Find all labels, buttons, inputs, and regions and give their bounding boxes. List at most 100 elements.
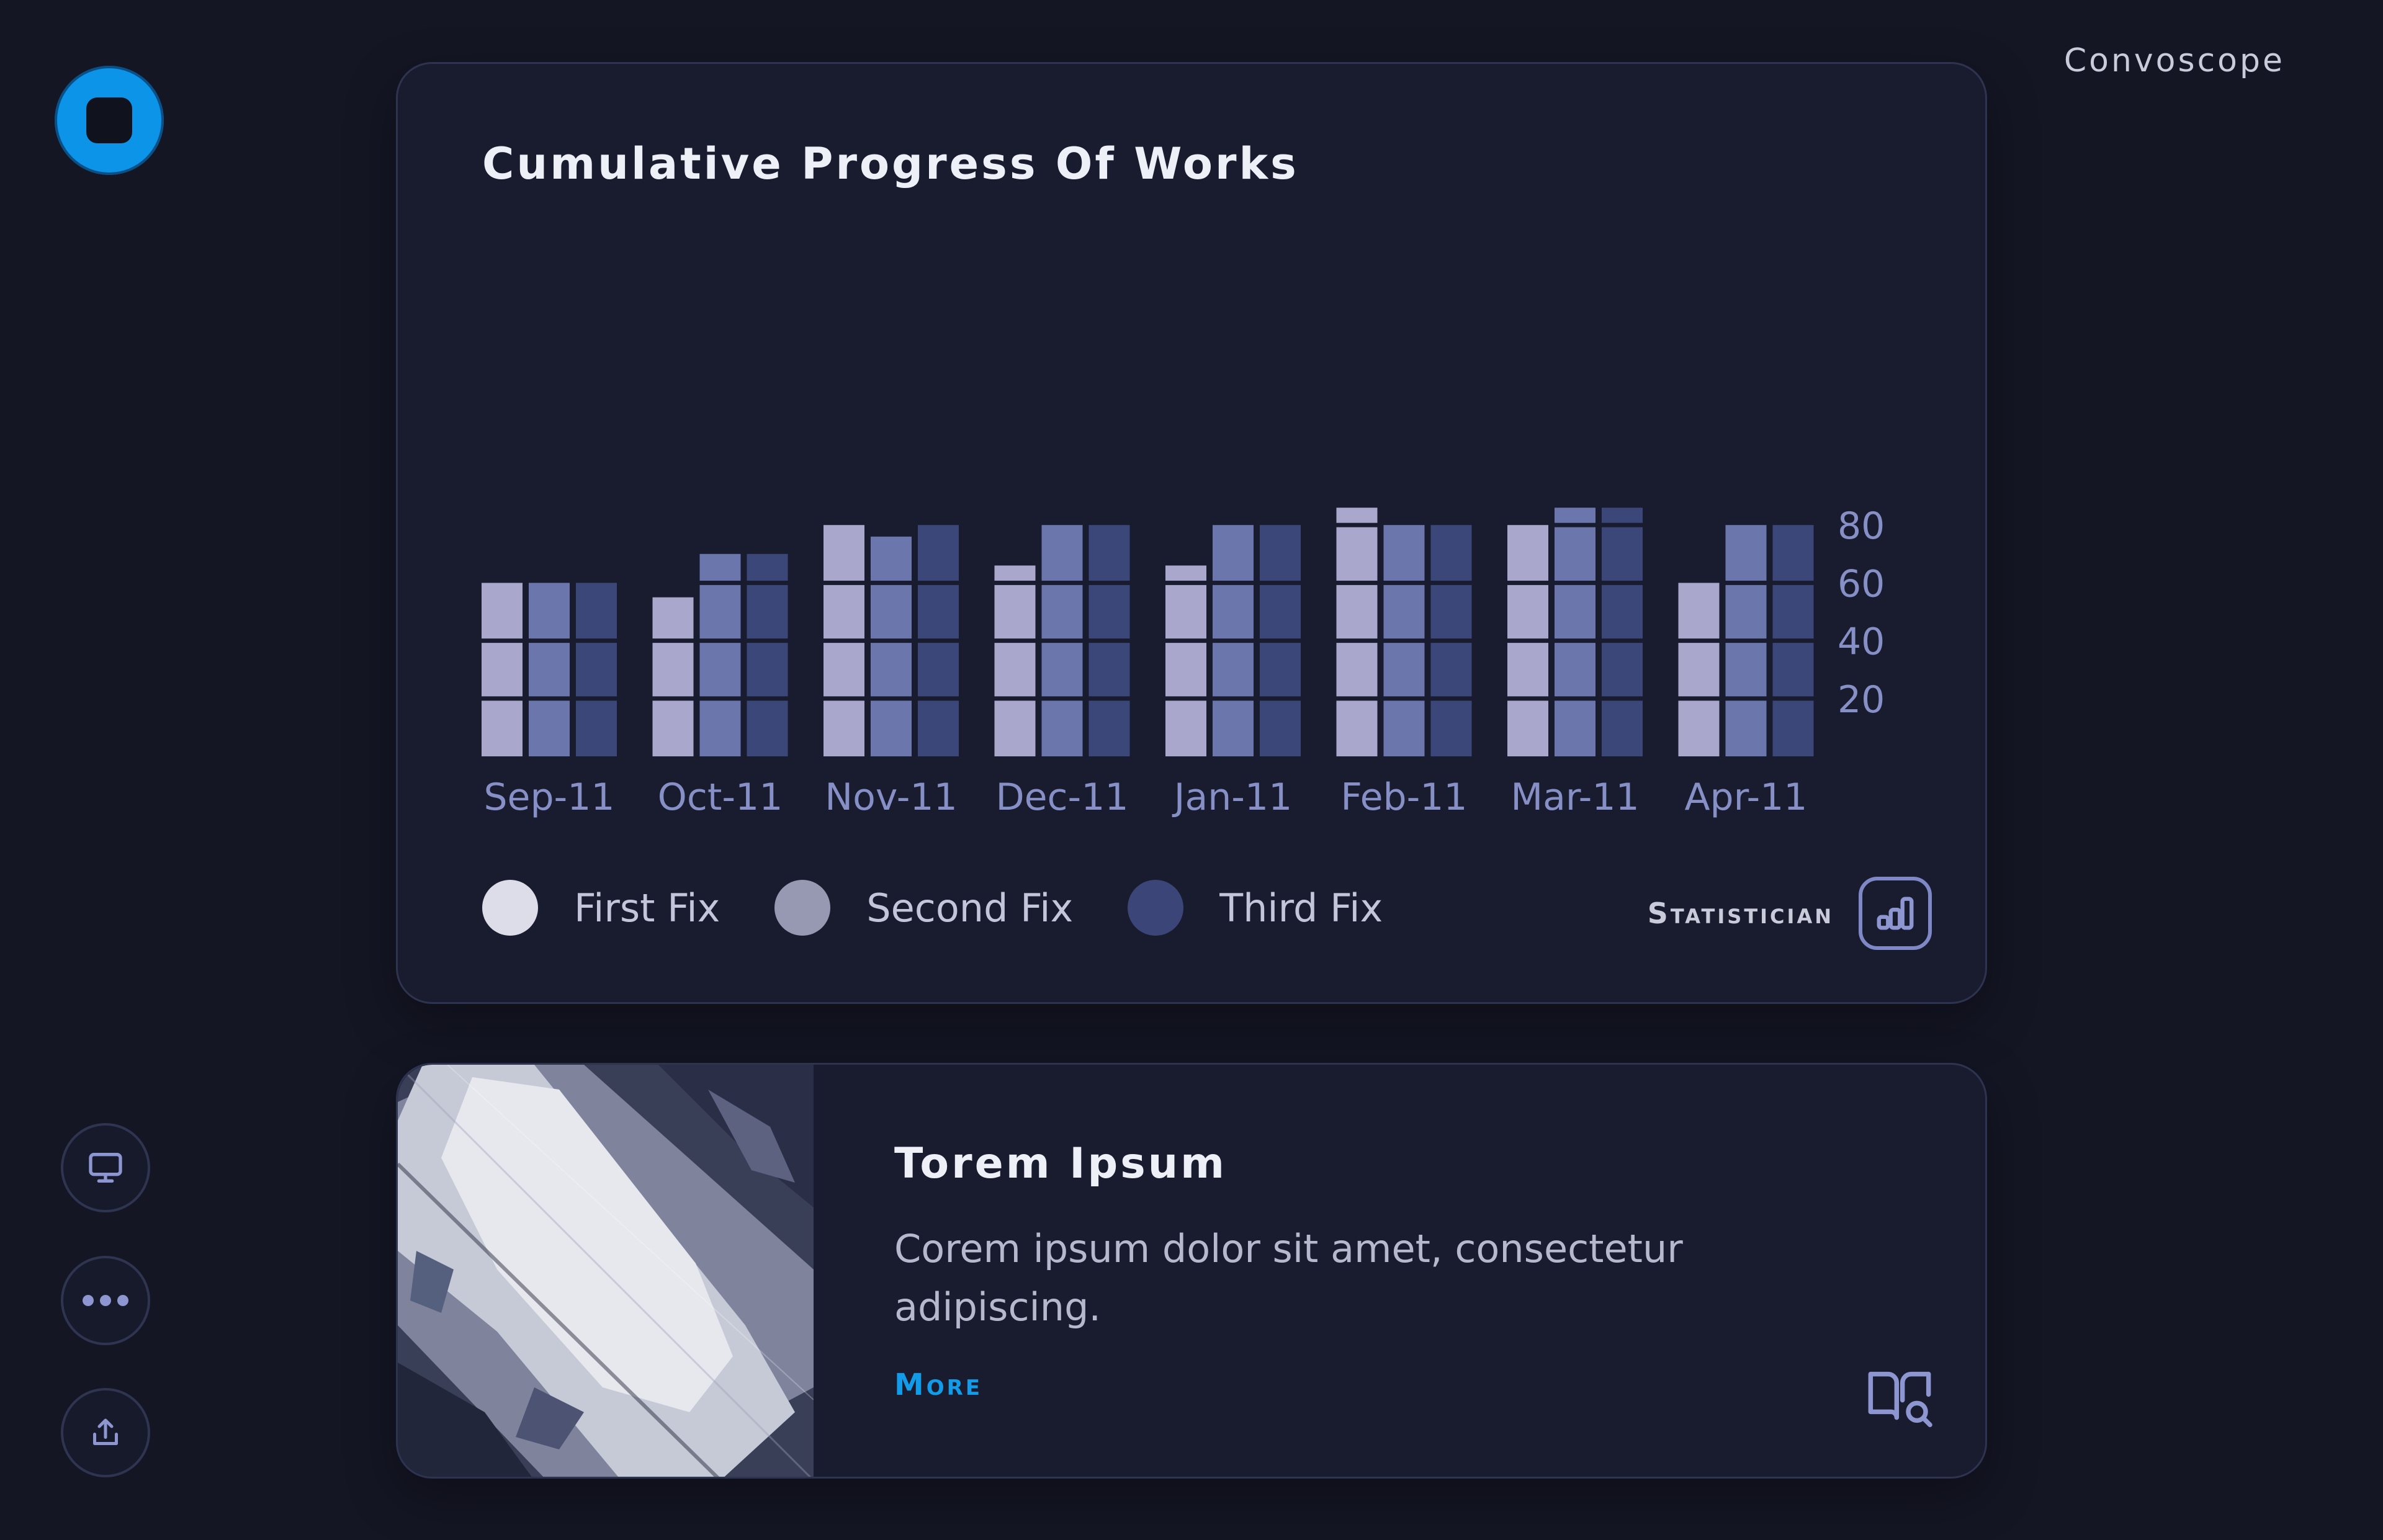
x-tick-label: Apr-11	[1685, 776, 1808, 819]
bar-segment	[1507, 525, 1548, 581]
bar-segment	[918, 584, 959, 639]
bar-segment	[747, 701, 788, 756]
x-tick-label: Dec-11	[995, 776, 1128, 819]
bar-segment	[1772, 584, 1814, 639]
bar-segment	[1088, 525, 1130, 581]
x-tick-label: Feb-11	[1340, 776, 1467, 819]
book-search-icon[interactable]	[1865, 1363, 1934, 1432]
info-card-text: Corem ipsum dolor sit amet, consectetur …	[894, 1226, 1683, 1330]
bar-segment	[1725, 525, 1767, 581]
bar-segment	[1678, 701, 1720, 756]
bar-segment	[699, 643, 741, 697]
bar-segment	[1555, 643, 1595, 697]
legend-label-third-fix: Third Fix	[1219, 885, 1383, 931]
monitor-icon	[89, 1153, 122, 1183]
bar-segment	[529, 583, 570, 639]
bar-segment	[1165, 565, 1206, 581]
bar-segment	[1602, 527, 1643, 581]
bar-segment	[1430, 584, 1472, 639]
legend-item-second-fix[interactable]: Second Fix	[774, 880, 1073, 936]
bar-segment	[1260, 584, 1301, 639]
bar-segment	[1507, 643, 1548, 697]
bar-segment	[1555, 584, 1595, 639]
bar-segment	[1772, 643, 1814, 697]
bar-segment	[1678, 583, 1720, 639]
bar-segment	[482, 583, 523, 639]
bar-segment	[1507, 701, 1548, 756]
chart-legend: First Fix Second Fix Third Fix	[482, 880, 1437, 936]
bar-segment	[1725, 643, 1767, 697]
bar-segment	[747, 553, 788, 581]
y-tick-label: 20	[1838, 678, 1885, 722]
bar-segment	[871, 536, 912, 581]
monitor-button[interactable]	[61, 1123, 150, 1212]
bar-segment	[1678, 643, 1720, 697]
bar-segment	[576, 701, 617, 756]
bar-segment	[824, 643, 864, 697]
bar-segment	[747, 584, 788, 639]
more-link[interactable]: More	[894, 1368, 983, 1402]
statistician-label: Statistician	[1647, 897, 1834, 930]
bar-segment	[1041, 525, 1083, 581]
bar-segment	[994, 584, 1036, 639]
bar-segment	[1336, 584, 1378, 639]
share-button[interactable]	[61, 1388, 150, 1477]
bar-segment	[576, 583, 617, 639]
bar-segment	[1725, 584, 1767, 639]
bar-segment	[482, 643, 523, 697]
x-tick-label: Nov-11	[825, 776, 958, 819]
bar-segment	[1602, 508, 1643, 523]
legend-dot-second-fix	[774, 880, 831, 936]
legend-dot-first-fix	[482, 880, 538, 936]
bar-segment	[652, 701, 694, 756]
bar-segment	[1602, 701, 1643, 756]
x-tick-label: Oct-11	[658, 776, 783, 819]
bar-segment	[1213, 643, 1254, 697]
statistician-button[interactable]	[1859, 877, 1932, 950]
legend-item-third-fix[interactable]: Third Fix	[1128, 880, 1383, 936]
y-tick-label: 40	[1838, 620, 1885, 664]
bar-segment	[529, 643, 570, 697]
chart-title: Cumulative Progress Of Works	[482, 138, 1299, 189]
bar-segment	[482, 701, 523, 756]
bar-segment	[529, 701, 570, 756]
bar-segment	[1725, 701, 1767, 756]
bar-segment	[1383, 701, 1425, 756]
bar-segment	[1430, 525, 1472, 581]
bar-chart: Sep-11 Oct-11 Nov-11 Dec-11 Jan-11 Feb-11 Mar-…	[482, 504, 1885, 819]
bar-segment	[747, 643, 788, 697]
app-logo[interactable]	[55, 66, 164, 175]
chart-card: Cumulative Progress Of Works Sep-11 Oct-1…	[396, 62, 1987, 1004]
bar-segment	[1430, 643, 1472, 697]
bar-segment	[1041, 643, 1083, 697]
info-card-title: Torem Ipsum	[894, 1139, 1227, 1188]
legend-label-first-fix: First Fix	[574, 885, 720, 931]
bar-segment	[1213, 584, 1254, 639]
x-tick-label: Mar-11	[1510, 776, 1639, 819]
bar-segment	[699, 584, 741, 639]
bar-segment	[1772, 525, 1814, 581]
bar-segment	[1602, 584, 1643, 639]
bar-segment	[994, 565, 1036, 581]
bar-segment	[824, 701, 864, 756]
bar-segment	[1507, 584, 1548, 639]
bar-segment	[1555, 527, 1595, 581]
bar-segment	[1336, 701, 1378, 756]
share-upload-icon	[93, 1418, 118, 1445]
bar-segment	[1165, 584, 1206, 639]
bar-segment	[1213, 525, 1254, 581]
bar-segment	[1088, 584, 1130, 639]
bar-segment	[871, 701, 912, 756]
info-card: Torem Ipsum Corem ipsum dolor sit amet, …	[396, 1063, 1987, 1479]
legend-item-first-fix[interactable]: First Fix	[482, 880, 720, 936]
bar-segment	[918, 643, 959, 697]
legend-dot-third-fix	[1128, 880, 1184, 936]
logo-square-icon	[86, 97, 132, 143]
bar-segment	[994, 643, 1036, 697]
bar-segment	[1336, 527, 1378, 581]
more-options-button[interactable]	[61, 1256, 150, 1345]
bar-segment	[1336, 643, 1378, 697]
bar-segment	[1213, 701, 1254, 756]
bar-segment	[1336, 508, 1378, 523]
bar-segment	[1165, 701, 1206, 756]
